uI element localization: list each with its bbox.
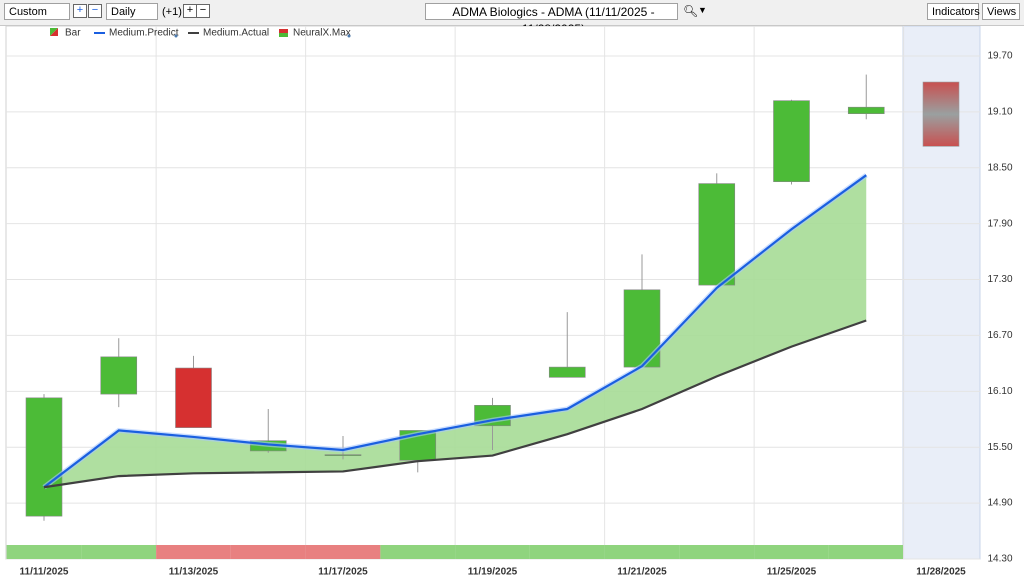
x-tick-label: 11/17/2025 [318,567,368,578]
candle-body [100,356,138,395]
interval-select[interactable]: Daily [106,3,158,20]
signal-segment [6,545,82,559]
x-tick-label: 11/19/2025 [468,567,518,578]
period-select[interactable]: Custom [4,3,70,20]
zoom-in[interactable]: + [73,4,87,18]
spread-area [44,175,867,488]
offset-plus[interactable]: + [183,4,197,18]
signal-segment [380,545,456,559]
y-tick-label: 19.10 [987,106,1012,117]
zoom-out[interactable]: − [88,4,102,18]
candle-body [773,100,810,183]
signal-segment [754,545,829,559]
legend-label: Bar [65,28,81,39]
y-tick-label: 14.90 [987,498,1012,509]
y-tick-label: 17.30 [987,274,1012,285]
signal-segment [529,545,605,559]
legend-label: Medium.Predict [109,28,179,39]
candle-body [698,183,736,286]
x-tick-label: 11/28/2025 [916,567,966,578]
y-tick-label: 16.10 [987,386,1012,397]
x-tick-label: 11/25/2025 [767,567,817,578]
line [43,174,867,489]
signal-segment [305,545,381,559]
y-tick-label: 17.90 [987,218,1012,229]
legend-dot [347,34,351,38]
legend-dot [174,34,178,38]
symbol-title[interactable]: ADMA Biologics - ADMA (11/11/2025 - 11/2… [425,3,678,36]
candle-body [548,366,586,378]
legend-icon [279,33,288,37]
signal-segment [156,545,231,559]
legend-icon [50,28,58,36]
candle-body [175,367,212,428]
forecast-box [922,81,960,147]
offset: (+1) [162,6,182,18]
legend-label: NeuralX.Max [293,28,351,39]
y-tick-label: 15.50 [987,442,1012,453]
signal-segment [230,545,306,559]
y-tick-label: 16.70 [987,330,1012,341]
x-tick-label: 11/21/2025 [617,567,667,578]
signal-segment [81,545,157,559]
offset-minus[interactable]: − [196,4,210,18]
chart: 14.30 14.90 15.50 16.10 16.70 17.30 17.90 18.50… [5,26,1013,578]
dropdown-arrow[interactable]: ▼ [698,5,707,15]
signal-segment [604,545,680,559]
x-tick-label: 11/11/2025 [20,567,69,578]
views-button[interactable]: Views [982,3,1020,20]
legend-icon [279,29,288,33]
toolbar: Custom + − Daily (+1) + − ADMA Biologics… [0,0,1024,36]
y-tick-label: 14.30 [987,554,1012,565]
search-icon[interactable]: 🔍︎ [683,4,699,18]
signal-segment [679,545,755,559]
legend-label: Medium.Actual [203,28,269,39]
candle-body [25,397,63,517]
candle-body [324,454,362,456]
candle-body [847,106,885,115]
signal-segment [455,545,530,559]
y-tick-label: 18.50 [987,162,1012,173]
signal-segment [828,545,903,559]
x-tick-label: 11/13/2025 [169,567,219,578]
indicators-button[interactable]: Indicators [927,3,980,20]
line [43,319,867,489]
y-tick-label: 19.70 [987,51,1012,62]
